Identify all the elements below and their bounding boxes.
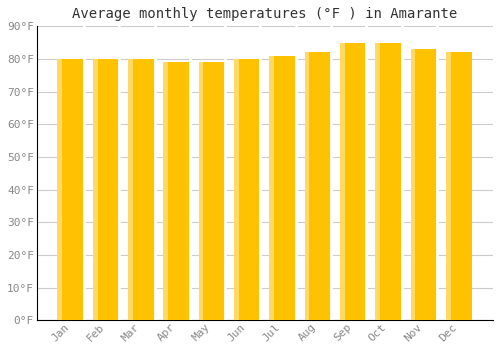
Title: Average monthly temperatures (°F ) in Amarante: Average monthly temperatures (°F ) in Am… (72, 7, 458, 21)
Bar (58, 59, 84, 320)
Bar (304, 52, 331, 320)
Bar (410, 49, 416, 320)
Bar (340, 43, 344, 320)
Bar (270, 56, 296, 320)
Bar (270, 56, 274, 320)
Bar (234, 59, 260, 320)
Bar (58, 59, 62, 320)
Bar (93, 59, 98, 320)
Bar (410, 49, 437, 320)
Bar (198, 62, 225, 320)
Bar (164, 62, 190, 320)
Bar (375, 43, 402, 320)
Bar (340, 43, 366, 320)
Bar (446, 52, 472, 320)
Bar (128, 59, 154, 320)
Bar (234, 59, 239, 320)
Bar (446, 52, 450, 320)
Bar (93, 59, 120, 320)
Bar (198, 62, 203, 320)
Bar (164, 62, 168, 320)
Bar (304, 52, 310, 320)
Bar (128, 59, 133, 320)
Bar (375, 43, 380, 320)
